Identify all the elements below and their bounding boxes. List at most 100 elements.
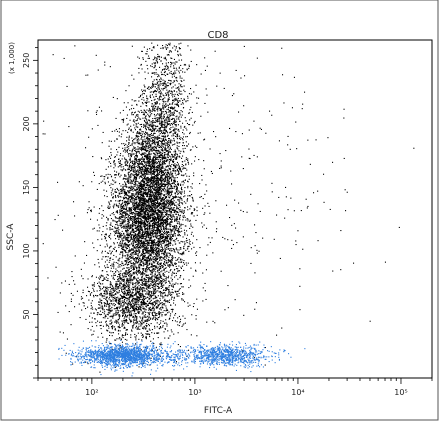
data-point: [111, 275, 113, 277]
data-point: [162, 265, 164, 267]
data-point: [149, 253, 151, 255]
data-point: [147, 221, 149, 223]
data-point: [160, 235, 162, 237]
data-point: [161, 236, 163, 238]
data-point: [131, 237, 133, 239]
data-point: [163, 222, 165, 224]
data-point: [108, 252, 110, 254]
data-point: [111, 265, 113, 267]
data-point: [166, 218, 168, 220]
data-point: [138, 263, 140, 265]
data-point: [158, 278, 160, 280]
data-point: [144, 225, 146, 227]
data-point: [150, 236, 152, 238]
data-point: [98, 266, 100, 268]
data-point: [154, 164, 156, 166]
data-point: [177, 227, 179, 229]
data-point: [130, 219, 132, 221]
data-point: [132, 230, 134, 232]
data-point: [119, 193, 121, 195]
data-point: [173, 187, 175, 189]
data-point: [166, 177, 168, 179]
data-point: [137, 235, 139, 237]
data-point: [130, 213, 132, 215]
data-point: [138, 187, 140, 189]
data-point: [172, 240, 174, 242]
data-point: [146, 235, 148, 237]
data-point: [137, 191, 139, 193]
data-point: [128, 220, 130, 222]
data-point: [183, 192, 185, 194]
data-point: [127, 169, 129, 171]
data-point: [140, 241, 142, 243]
data-point: [145, 178, 147, 180]
data-point: [109, 174, 111, 176]
data-point: [168, 197, 170, 199]
data-point: [129, 295, 131, 297]
data-point: [151, 252, 153, 254]
data-point: [144, 169, 146, 171]
data-point: [175, 228, 177, 230]
data-point: [134, 199, 136, 201]
data-point: [150, 178, 152, 180]
data-point: [157, 226, 159, 228]
data-point: [134, 201, 136, 203]
data-point: [146, 210, 148, 212]
data-point: [134, 307, 136, 309]
data-point: [140, 245, 142, 247]
data-point: [158, 186, 160, 188]
data-point: [156, 248, 158, 250]
data-point: [159, 230, 161, 232]
data-point: [133, 253, 135, 255]
data-point: [142, 256, 144, 258]
data-point: [143, 200, 145, 202]
data-point: [169, 194, 171, 196]
data-point: [169, 254, 171, 256]
data-point: [114, 288, 116, 290]
data-point: [166, 173, 168, 175]
data-point: [128, 249, 130, 251]
data-point: [160, 176, 162, 178]
data-point: [122, 189, 124, 191]
data-point: [176, 138, 178, 140]
data-point: [181, 189, 183, 191]
data-point: [161, 259, 163, 261]
data-point: [155, 213, 157, 215]
data-point: [167, 236, 169, 238]
data-point: [179, 259, 181, 261]
data-point: [163, 205, 165, 207]
data-point: [156, 161, 158, 163]
data-point: [163, 190, 165, 192]
data-point: [151, 245, 153, 247]
data-point: [160, 257, 162, 259]
data-point: [141, 232, 143, 234]
data-point: [152, 251, 154, 253]
data-point: [182, 184, 184, 186]
data-point: [115, 174, 117, 176]
data-point: [158, 239, 160, 241]
data-point: [164, 337, 166, 339]
data-point: [166, 160, 168, 162]
data-point: [154, 204, 156, 206]
data-point: [169, 214, 171, 216]
data-point: [158, 127, 160, 129]
data-point: [155, 244, 157, 246]
data-point: [156, 234, 158, 236]
data-point: [140, 221, 142, 223]
data-point: [148, 281, 150, 283]
data-point: [128, 127, 130, 129]
data-point: [135, 266, 137, 268]
data-point: [137, 115, 139, 117]
data-point: [169, 252, 171, 254]
data-point: [122, 186, 124, 188]
data-point: [138, 215, 140, 217]
data-point: [121, 247, 123, 249]
data-point: [157, 181, 159, 183]
data-point: [170, 184, 172, 186]
outer-frame: [0, 0, 439, 421]
data-point: [169, 242, 171, 244]
data-point: [151, 275, 153, 277]
data-point: [144, 269, 146, 271]
data-point: [153, 211, 155, 213]
data-point: [141, 237, 143, 239]
